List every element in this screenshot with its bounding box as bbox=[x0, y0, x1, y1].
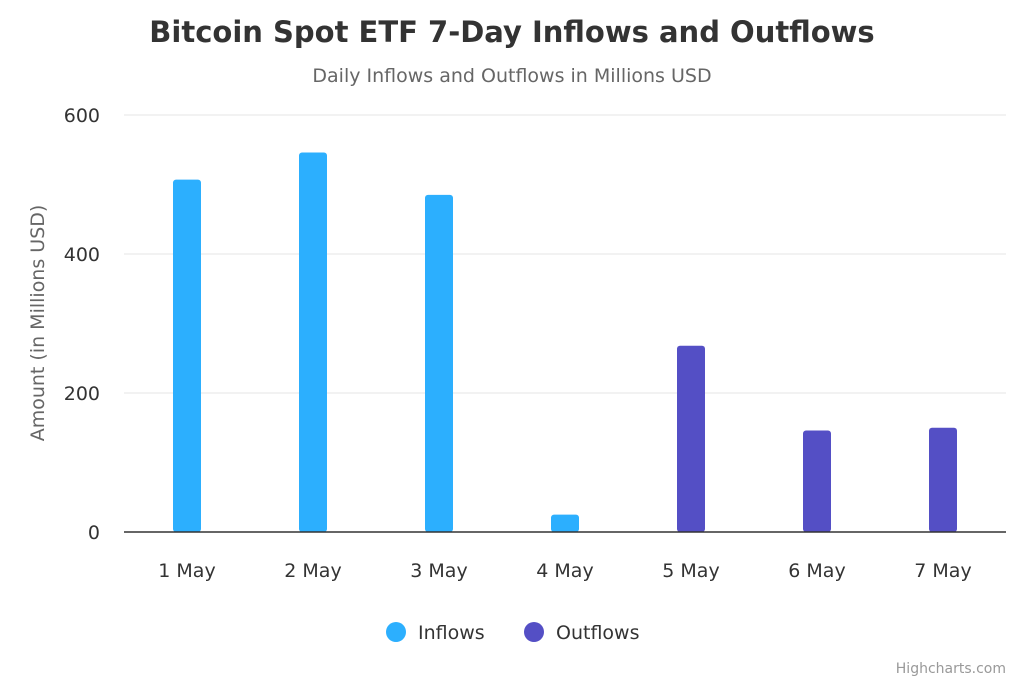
x-tick-label: 3 May bbox=[410, 560, 467, 582]
bar-inflows-4-may[interactable] bbox=[551, 514, 579, 532]
chart-title: Bitcoin Spot ETF 7-Day Inflows and Outfl… bbox=[149, 15, 874, 49]
y-tick-label: 0 bbox=[88, 522, 100, 544]
bar-inflows-3-may[interactable] bbox=[425, 194, 453, 533]
legend-item-inflows[interactable]: Inflows bbox=[386, 622, 485, 644]
x-tick-label: 7 May bbox=[914, 560, 971, 582]
legend-label: Inflows bbox=[418, 622, 485, 644]
bar-inflows-2-may[interactable] bbox=[299, 152, 327, 532]
y-tick-label: 600 bbox=[64, 105, 100, 127]
y-axis-ticks: 0 200 400 600 bbox=[64, 105, 100, 544]
bar-outflows-5-may[interactable] bbox=[677, 345, 705, 532]
x-axis-ticks: 1 May 2 May 3 May 4 May 5 May 6 May 7 May bbox=[158, 560, 971, 582]
legend: Inflows Outflows bbox=[386, 622, 639, 644]
gridlines bbox=[124, 114, 1006, 394]
bar-outflows-7-may[interactable] bbox=[929, 427, 957, 532]
y-tick-label: 400 bbox=[64, 244, 100, 266]
x-tick-label: 4 May bbox=[536, 560, 593, 582]
legend-label: Outflows bbox=[556, 622, 639, 644]
bars bbox=[173, 152, 957, 533]
x-tick-label: 5 May bbox=[662, 560, 719, 582]
legend-marker-outflows bbox=[524, 622, 544, 642]
x-tick-label: 2 May bbox=[284, 560, 341, 582]
x-tick-label: 1 May bbox=[158, 560, 215, 582]
legend-marker-inflows bbox=[386, 622, 406, 642]
bar-outflows-6-may[interactable] bbox=[803, 430, 831, 532]
credits-link[interactable]: Highcharts.com bbox=[896, 661, 1006, 677]
y-axis-title: Amount (in Millions USD) bbox=[27, 205, 49, 442]
bar-inflows-1-may[interactable] bbox=[173, 179, 201, 532]
chart-subtitle: Daily Inflows and Outflows in Millions U… bbox=[312, 65, 711, 87]
legend-item-outflows[interactable]: Outflows bbox=[524, 622, 639, 644]
x-tick-label: 6 May bbox=[788, 560, 845, 582]
y-tick-label: 200 bbox=[64, 383, 100, 405]
